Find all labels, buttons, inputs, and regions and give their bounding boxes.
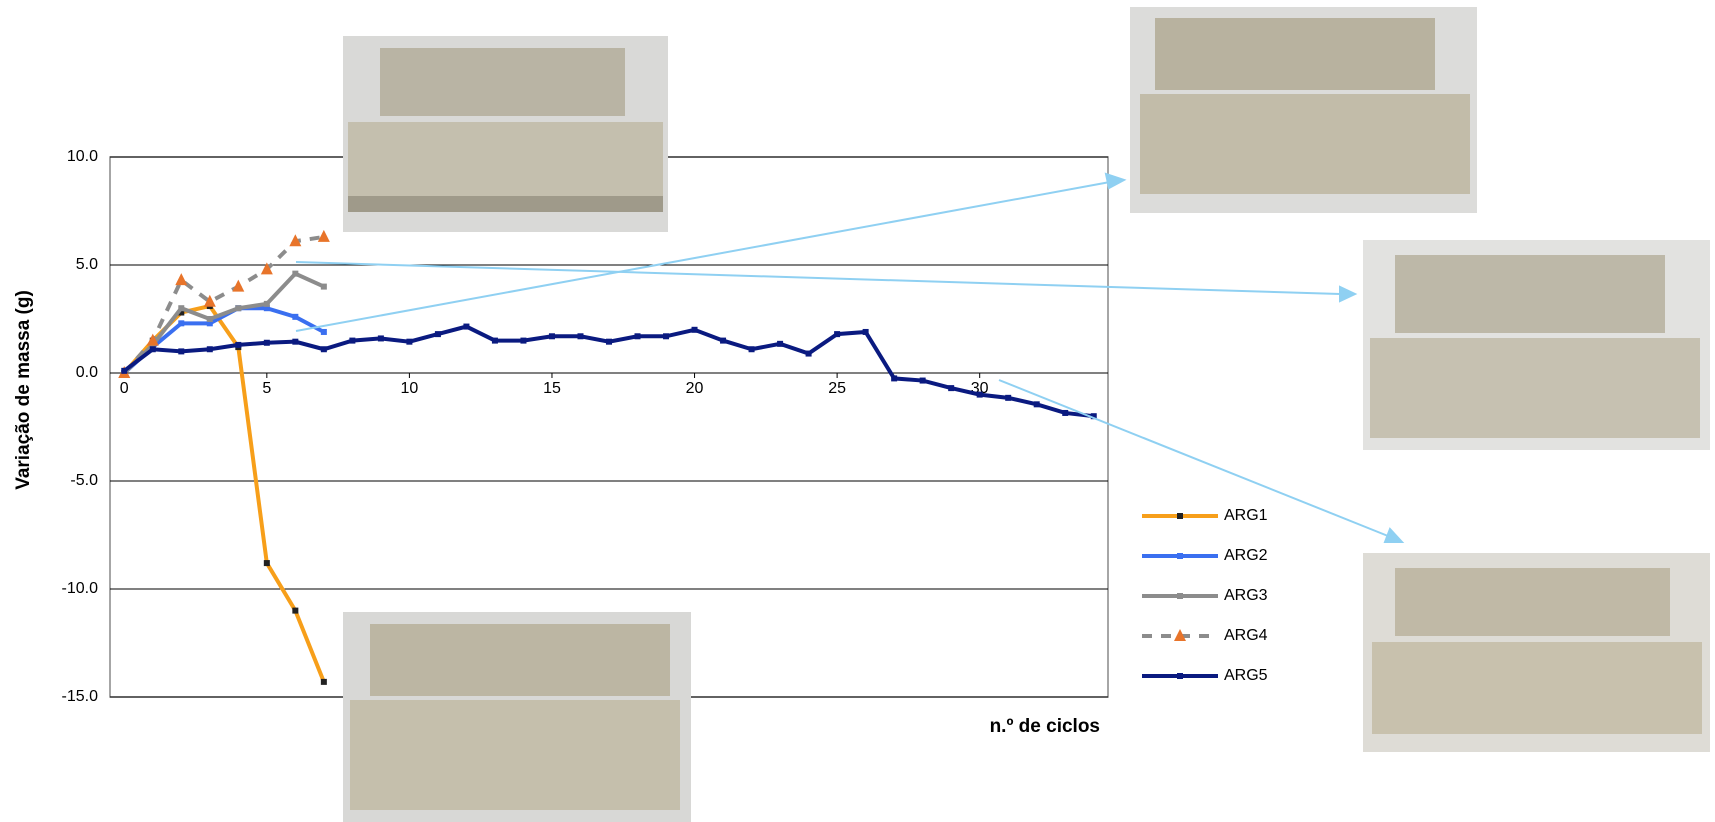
x-tick-label: 0 bbox=[120, 380, 129, 397]
legend-label: ARG4 bbox=[1224, 627, 1268, 644]
marker bbox=[150, 346, 156, 352]
marker bbox=[692, 327, 698, 333]
legend-label: ARG5 bbox=[1224, 667, 1268, 684]
arrow-head bbox=[1106, 174, 1124, 188]
y-axis-title: Variação de massa (g) bbox=[13, 290, 34, 490]
arrow-head bbox=[1340, 287, 1355, 301]
y-tick-label: 0.0 bbox=[76, 364, 98, 381]
marker bbox=[977, 392, 983, 398]
marker bbox=[663, 333, 669, 339]
x-tick-label: 25 bbox=[828, 380, 846, 397]
y-tick-label: -5.0 bbox=[70, 472, 98, 489]
marker bbox=[920, 378, 926, 384]
marker bbox=[321, 284, 327, 290]
marker bbox=[292, 271, 298, 277]
legend-label: ARG3 bbox=[1224, 587, 1268, 604]
legend-label: ARG2 bbox=[1224, 547, 1268, 564]
marker bbox=[891, 375, 897, 381]
marker bbox=[292, 339, 298, 345]
legend-marker bbox=[1177, 513, 1183, 519]
marker bbox=[492, 338, 498, 344]
marker bbox=[777, 341, 783, 347]
y-tick-label: 10.0 bbox=[67, 148, 98, 165]
marker bbox=[749, 346, 755, 352]
marker bbox=[520, 338, 526, 344]
arrow bbox=[296, 262, 1340, 294]
marker bbox=[463, 324, 469, 330]
marker bbox=[264, 301, 270, 307]
marker bbox=[349, 338, 355, 344]
marker bbox=[232, 280, 244, 292]
marker bbox=[235, 342, 241, 348]
legend-label: ARG1 bbox=[1224, 507, 1268, 524]
marker bbox=[264, 340, 270, 346]
marker bbox=[863, 329, 869, 335]
marker bbox=[321, 346, 327, 352]
photo bbox=[1130, 7, 1477, 213]
marker bbox=[806, 351, 812, 357]
chart: -15.0-10.0-5.00.05.010.0051015202530 bbox=[0, 0, 1715, 822]
y-tick-label: 5.0 bbox=[76, 256, 98, 273]
photo bbox=[1363, 240, 1710, 450]
photo bbox=[343, 612, 691, 822]
marker bbox=[948, 385, 954, 391]
marker bbox=[606, 339, 612, 345]
marker bbox=[178, 305, 184, 311]
x-tick-label: 15 bbox=[543, 380, 561, 397]
marker bbox=[378, 335, 384, 341]
x-axis-title: n.º de ciclos bbox=[990, 716, 1100, 737]
marker bbox=[235, 305, 241, 311]
marker bbox=[1034, 401, 1040, 407]
marker bbox=[178, 348, 184, 354]
marker bbox=[292, 608, 298, 614]
marker bbox=[577, 333, 583, 339]
marker bbox=[1005, 395, 1011, 401]
marker bbox=[121, 368, 127, 374]
series-line bbox=[124, 306, 324, 682]
legend-marker bbox=[1177, 593, 1183, 599]
marker bbox=[178, 320, 184, 326]
arrow bbox=[999, 380, 1388, 536]
marker bbox=[1062, 410, 1068, 416]
marker bbox=[321, 329, 327, 335]
x-tick-label: 5 bbox=[262, 380, 271, 397]
photo bbox=[343, 36, 668, 232]
arrow-head bbox=[1385, 529, 1402, 542]
photos bbox=[343, 7, 1710, 822]
marker bbox=[207, 316, 213, 322]
x-tick-label: 20 bbox=[686, 380, 704, 397]
marker bbox=[292, 314, 298, 320]
legend-marker bbox=[1177, 553, 1183, 559]
marker bbox=[264, 560, 270, 566]
y-tick-label: -10.0 bbox=[62, 580, 99, 597]
marker bbox=[435, 331, 441, 337]
series-line bbox=[124, 237, 324, 373]
marker bbox=[321, 679, 327, 685]
y-tick-label: -15.0 bbox=[62, 688, 99, 705]
legend-marker bbox=[1177, 673, 1183, 679]
marker bbox=[207, 346, 213, 352]
marker bbox=[635, 333, 641, 339]
x-tick-label: 10 bbox=[401, 380, 419, 397]
marker bbox=[406, 339, 412, 345]
marker bbox=[175, 273, 187, 285]
photo bbox=[1363, 553, 1710, 752]
marker bbox=[720, 338, 726, 344]
marker bbox=[549, 333, 555, 339]
marker bbox=[318, 230, 330, 242]
marker bbox=[834, 331, 840, 337]
